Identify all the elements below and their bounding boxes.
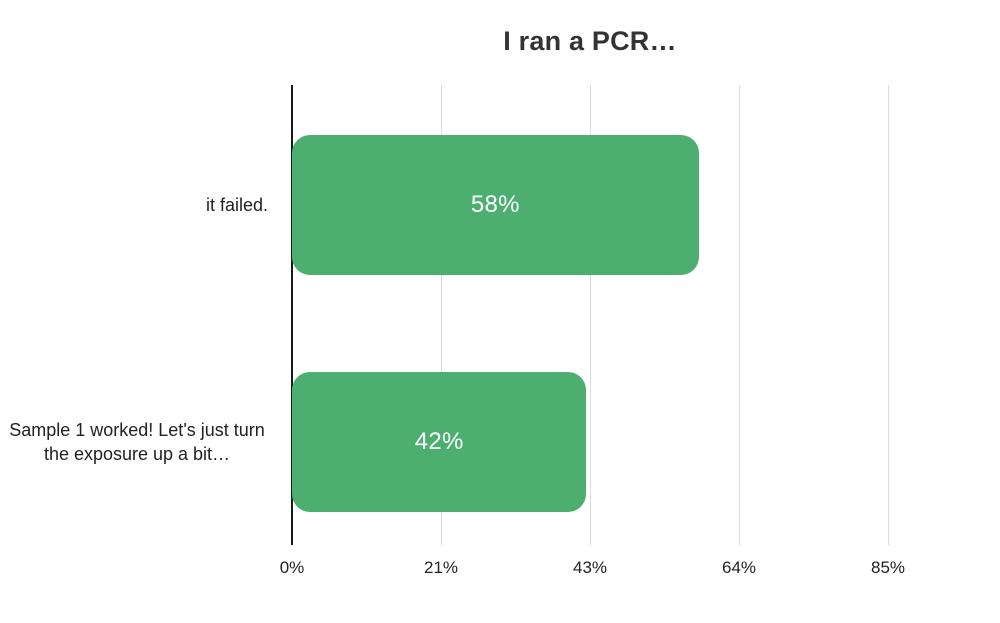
category-label: it failed. [205, 195, 268, 215]
x-tick-label: 0% [279, 558, 305, 577]
gridline [441, 85, 442, 545]
chart-title: I ran a PCR… [503, 26, 677, 56]
bar-row: 58% [292, 135, 888, 275]
gridline [739, 85, 740, 545]
x-tick-label: 43% [572, 558, 608, 577]
bar: 58% [292, 135, 699, 275]
category-label: Sample 1 worked! Let's just turn the exp… [9, 420, 265, 464]
x-tick-label: 85% [870, 558, 906, 577]
bar: 42% [292, 372, 587, 512]
gridline [888, 85, 889, 545]
y-axis-line [291, 85, 293, 545]
x-tick-label: 21% [423, 558, 459, 577]
bar-row: 42% [292, 372, 888, 512]
x-axis: 0% 21% 43% 64% 85% [280, 558, 905, 582]
plot-area: 58% 42% [291, 85, 889, 545]
bar-value-label: 58% [470, 191, 520, 218]
gridline [590, 85, 591, 545]
x-tick-label: 64% [721, 558, 757, 577]
bar-value-label: 42% [414, 428, 464, 455]
